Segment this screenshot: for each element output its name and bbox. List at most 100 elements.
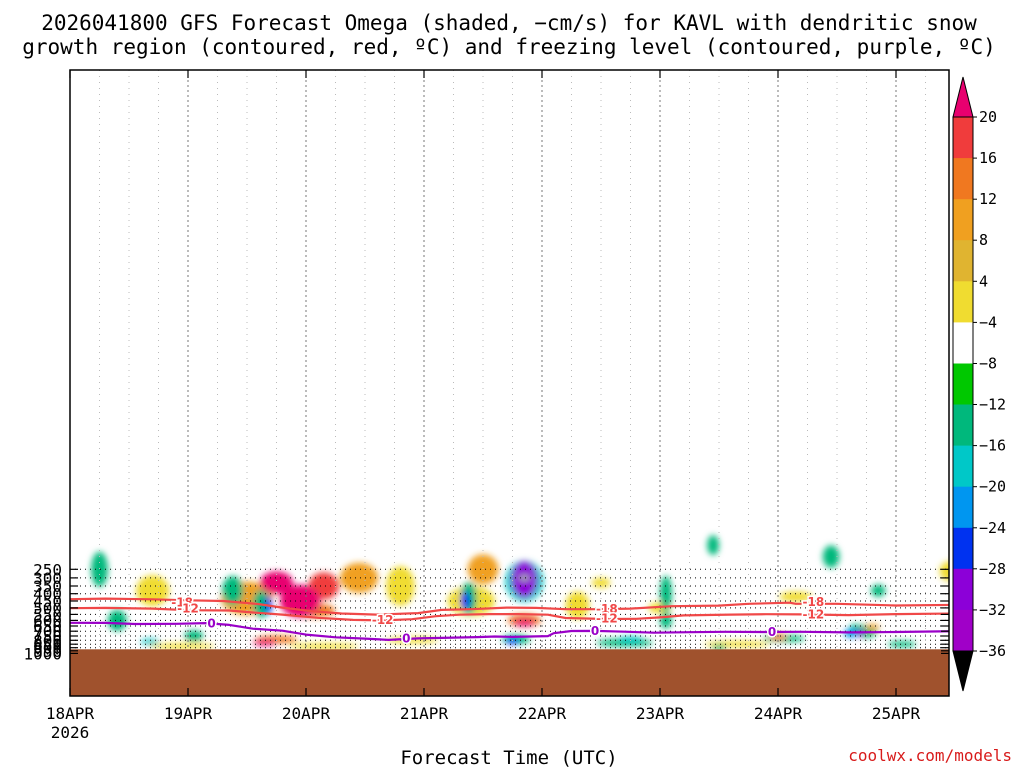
y-tick-label-550: 550 bbox=[33, 605, 62, 624]
dgz-contour-0-label-2: -18 bbox=[803, 595, 825, 609]
x-tick-sublabel: 2026 bbox=[51, 723, 90, 742]
omega-region-43 bbox=[505, 638, 520, 645]
dgz-contour-1-line bbox=[70, 606, 949, 622]
x-tick-label-18APR: 18APR bbox=[46, 704, 95, 723]
dgz-contour-0-label-0: -18 bbox=[171, 596, 193, 610]
omega-region-20 bbox=[184, 630, 204, 642]
colorbar-swatch-12 bbox=[953, 609, 973, 652]
colorbar-label-10: −24 bbox=[979, 519, 1006, 537]
chart-title-line-1: 2026041800 GFS Forecast Omega (shaded, −… bbox=[41, 11, 977, 35]
colorbar-label-7: −12 bbox=[979, 396, 1006, 414]
colorbar-bottom-arrow bbox=[952, 650, 974, 692]
dgz-contour-1-label-3: -12 bbox=[803, 607, 825, 621]
colorbar-label-0: 20 bbox=[979, 108, 997, 126]
colorbar-swatch-10 bbox=[953, 527, 973, 570]
freezing-contour-0-label-2: 0 bbox=[591, 624, 599, 638]
x-axis-label: Forecast Time (UTC) bbox=[400, 747, 617, 768]
ground-below-surface bbox=[70, 649, 949, 696]
omega-region-44 bbox=[260, 571, 293, 595]
colorbar-top-arrow bbox=[952, 76, 974, 118]
colorbar-swatch-8 bbox=[953, 445, 973, 488]
colorbar-label-1: 16 bbox=[979, 149, 997, 167]
omega-region-11 bbox=[288, 643, 360, 650]
colorbar-label-12: −32 bbox=[979, 601, 1006, 619]
x-tick-label-25APR: 25APR bbox=[872, 704, 921, 723]
plot-frame bbox=[69, 69, 950, 697]
freezing-contour-0-label-3: 0 bbox=[768, 625, 776, 639]
omega-region-6 bbox=[779, 591, 813, 602]
omega-region-10 bbox=[591, 577, 611, 588]
y-tick-label-800: 800 bbox=[33, 631, 62, 650]
grid-lines bbox=[70, 70, 949, 696]
omega-region-33 bbox=[887, 641, 917, 648]
colorbar-swatch-11 bbox=[953, 568, 973, 611]
colorbar-swatch-0 bbox=[953, 117, 973, 159]
y-tick-label-400: 400 bbox=[33, 585, 62, 604]
omega-region-27 bbox=[711, 644, 727, 651]
colorbar-label-9: −20 bbox=[979, 478, 1006, 496]
omega-region-25 bbox=[871, 584, 886, 597]
y-tick-label-300: 300 bbox=[33, 569, 62, 588]
colorbar-label-2: 12 bbox=[979, 190, 997, 208]
omega-region-13 bbox=[340, 562, 378, 593]
colorbar-swatch-7 bbox=[953, 404, 973, 447]
x-tick-label-24APR: 24APR bbox=[754, 704, 803, 723]
x-tick-label-23APR: 23APR bbox=[636, 704, 685, 723]
credit-text: coolwx.com/models bbox=[848, 746, 1012, 765]
colorbar-label-8: −16 bbox=[979, 437, 1006, 455]
y-tick-label-350: 350 bbox=[33, 577, 62, 596]
y-tick-label-600: 600 bbox=[33, 611, 62, 630]
omega-region-52 bbox=[518, 574, 531, 582]
colorbar-label-4: 4 bbox=[979, 272, 988, 290]
omega-region-40 bbox=[618, 636, 643, 643]
omega-region-19 bbox=[107, 609, 127, 631]
omega-region-28 bbox=[865, 624, 880, 631]
y-tick-label-500: 500 bbox=[33, 599, 62, 618]
colorbar: 20 16 12 8 4 −4 −8 −12 −16 −20 −24 −28 −32 −36 bbox=[952, 76, 1006, 692]
colorbar-label-3: 8 bbox=[979, 231, 988, 249]
dgz-contour-1-label-2: -12 bbox=[596, 611, 618, 625]
colorbar-label-5: −4 bbox=[979, 313, 997, 331]
x-tick-label-20APR: 20APR bbox=[282, 704, 331, 723]
dgz-contour-1-label-1: -12 bbox=[372, 613, 394, 627]
y-tick-label-850: 850 bbox=[33, 635, 62, 654]
y-tick-label-1000: 1000 bbox=[23, 644, 62, 663]
omega-region-0 bbox=[136, 575, 170, 607]
y-tick-label-700: 700 bbox=[33, 622, 62, 641]
y-tick-label-900: 900 bbox=[33, 639, 62, 658]
colorbar-label-11: −28 bbox=[979, 560, 1006, 578]
x-tick-label-21APR: 21APR bbox=[400, 704, 449, 723]
y-tick-label-750: 750 bbox=[33, 627, 62, 646]
colorbar-swatch-2 bbox=[953, 199, 973, 241]
colorbar-swatch-6 bbox=[953, 363, 973, 406]
y-tick-label-950: 950 bbox=[33, 642, 62, 661]
omega-region-47 bbox=[513, 619, 535, 627]
colorbar-swatch-1 bbox=[953, 158, 973, 200]
dgz-contour-1-label-0: -12 bbox=[177, 602, 199, 616]
freezing-contour-0-label-0: 0 bbox=[207, 616, 215, 630]
x-tick-label-19APR: 19APR bbox=[164, 704, 213, 723]
chart-title-line-2: growth region (contoured, red, ºC) and f… bbox=[22, 35, 996, 59]
colorbar-swatch-5 bbox=[953, 322, 973, 364]
omega-region-22 bbox=[707, 535, 719, 555]
dgz-contour-0-line bbox=[70, 597, 949, 616]
x-tick-label-22APR: 22APR bbox=[518, 704, 567, 723]
colorbar-label-6: −8 bbox=[979, 355, 997, 373]
colorbar-label-13: −36 bbox=[979, 642, 1006, 660]
freezing-contour-0-line bbox=[70, 621, 949, 641]
omega-region-17 bbox=[222, 576, 244, 606]
omega-region-46 bbox=[252, 639, 277, 646]
y-tick-label-450: 450 bbox=[33, 592, 62, 611]
y-axis: 2503003504004505005506006507007508008509… bbox=[23, 560, 949, 663]
colorbar-swatch-9 bbox=[953, 486, 973, 529]
colorbar-swatch-4 bbox=[953, 281, 973, 323]
y-tick-label-250: 250 bbox=[33, 560, 62, 579]
omega-region-26 bbox=[850, 624, 860, 631]
omega-region-7 bbox=[939, 561, 949, 581]
colorbar-swatch-3 bbox=[953, 240, 973, 282]
omega-region-23 bbox=[822, 545, 840, 568]
dgz-contour-0-label-1: -18 bbox=[596, 602, 618, 616]
